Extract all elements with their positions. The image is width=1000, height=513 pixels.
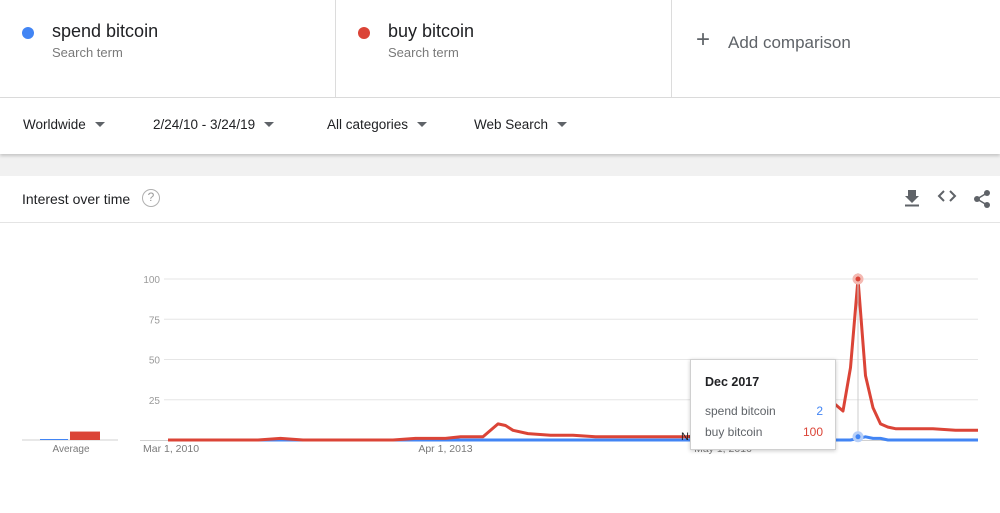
term-title[interactable]: spend bitcoin: [52, 21, 159, 41]
download-icon[interactable]: [902, 189, 922, 209]
search-type-dropdown[interactable]: Web Search: [474, 117, 568, 132]
embed-icon[interactable]: [937, 189, 957, 209]
tooltip-row-value: 2: [816, 404, 823, 418]
average-label: Average: [52, 444, 90, 455]
share-icon[interactable]: [972, 189, 992, 209]
y-tick-label: 50: [149, 356, 161, 367]
tooltip-row-label: spend bitcoin: [705, 404, 776, 418]
filter-bar: Worldwide 2/24/10 - 3/24/19 All categori…: [0, 98, 1000, 154]
x-tick-label: Mar 1, 2010: [143, 443, 199, 455]
tooltip-row-spend: spend bitcoin 2: [705, 404, 823, 418]
add-comparison-label: Add comparison: [728, 33, 851, 52]
help-icon[interactable]: ?: [142, 189, 160, 207]
y-tick-label: 75: [149, 315, 161, 326]
region-value: Worldwide: [23, 117, 86, 132]
caret-down-icon: [417, 122, 428, 127]
series-color-dot: [22, 27, 34, 39]
interest-over-time-card: Interest over time ? 100 75 50 25 Average M…: [0, 176, 1000, 513]
term-subtitle: Search term: [388, 45, 459, 60]
region-dropdown[interactable]: Worldwide: [23, 117, 105, 132]
tooltip-title: Dec 2017: [705, 375, 760, 389]
category-value: All categories: [327, 117, 409, 132]
search-terms-bar: spend bitcoin Search term buy bitcoin Se…: [0, 0, 1000, 98]
series-color-dot: [358, 27, 370, 39]
caret-down-icon: [94, 122, 105, 127]
hover-point-spend: [852, 431, 864, 443]
y-tick-label: 25: [149, 396, 161, 407]
series-lines: [168, 277, 978, 442]
plus-icon: +: [696, 26, 711, 53]
y-axis-ticks: 100 75 50 25: [143, 275, 160, 407]
average-bar-spend-bitcoin: [40, 439, 68, 440]
search-type-value: Web Search: [474, 117, 549, 132]
caret-down-icon: [264, 122, 275, 127]
chart-tooltip: Dec 2017 spend bitcoin 2 buy bitcoin 100: [690, 359, 836, 450]
category-dropdown[interactable]: All categories: [327, 117, 428, 132]
term-card-buy-bitcoin[interactable]: buy bitcoin Search term: [336, 0, 672, 98]
date-range-value: 2/24/10 - 3/24/19: [153, 117, 256, 132]
average-bar-buy-bitcoin: [70, 431, 100, 440]
tooltip-row-value: 100: [802, 425, 823, 439]
interest-chart: 100 75 50 25 Average Mar 1, 2010 Apr 1, 2013…: [22, 273, 978, 455]
caret-down-icon: [557, 122, 568, 127]
term-card-spend-bitcoin[interactable]: spend bitcoin Search term: [0, 0, 336, 98]
y-tick-label: 100: [143, 275, 160, 286]
average-bars: [40, 431, 100, 440]
card-title: Interest over time: [22, 191, 131, 207]
x-tick-label: Apr 1, 2013: [418, 443, 472, 455]
card-header: Interest over time ?: [0, 176, 1000, 223]
series-line-buy-bitcoin: [168, 277, 978, 442]
add-comparison-button[interactable]: + Add comparison: [672, 0, 1000, 97]
tooltip-row-buy: buy bitcoin 100: [705, 425, 823, 439]
tooltip-row-label: buy bitcoin: [705, 425, 763, 439]
term-subtitle: Search term: [52, 45, 123, 60]
date-range-dropdown[interactable]: 2/24/10 - 3/24/19: [153, 117, 275, 132]
hover-point-buy: [852, 273, 864, 285]
term-title[interactable]: buy bitcoin: [388, 21, 475, 41]
